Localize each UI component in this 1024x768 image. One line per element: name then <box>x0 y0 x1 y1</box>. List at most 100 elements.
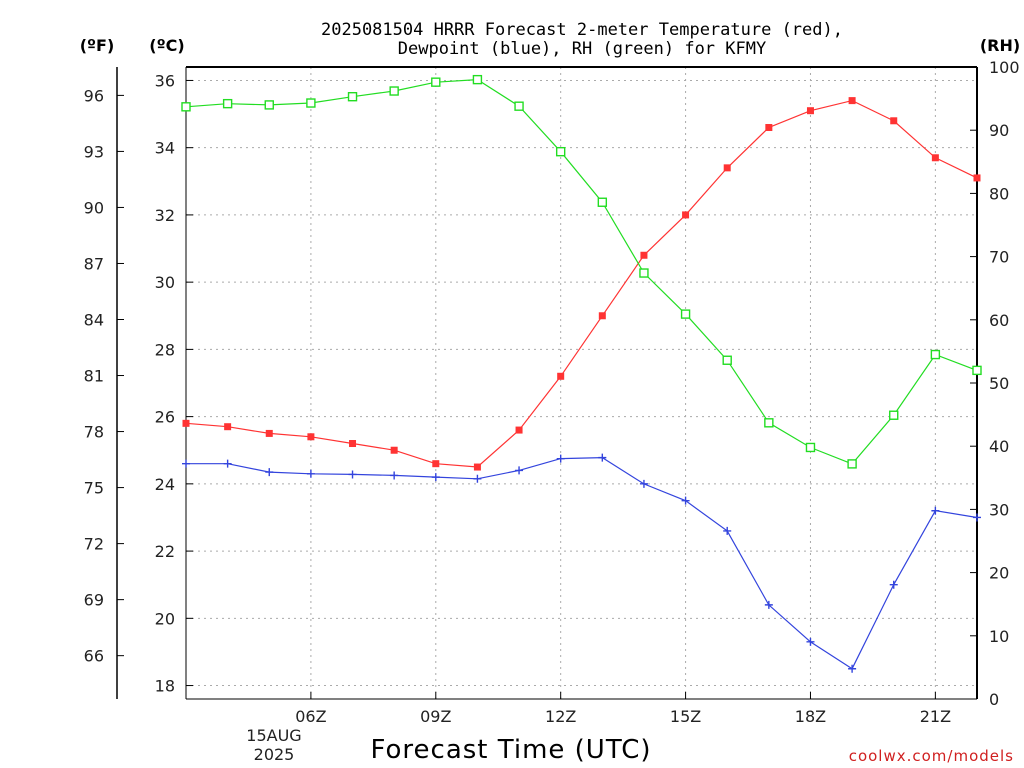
temperature-point <box>307 433 315 441</box>
dewpoint-point <box>598 453 607 462</box>
temperature-point <box>349 440 357 448</box>
celsius-tick-label: 22 <box>155 542 175 561</box>
rh-point <box>181 102 191 112</box>
time-tick-label: 18Z <box>795 707 826 726</box>
temperature-point <box>557 372 565 380</box>
time-tick-label: 06Z <box>295 707 326 726</box>
chart-axes: 18 20 22 24 26 28 30 32 34 36 66 69 72 75 78 81 84 87 90 93… <box>84 58 1020 726</box>
chart-title-line-2: Dewpoint (blue), RH (green) for KFMY <box>398 39 766 59</box>
temperature-point <box>723 164 731 172</box>
dewpoint-point <box>431 473 440 482</box>
fahrenheit-tick-label: 72 <box>84 535 104 554</box>
dewpoint-point <box>223 459 232 468</box>
date-label-day: 15AUG <box>246 726 301 745</box>
dewpoint-point <box>182 459 190 468</box>
rh-tick-label: 50 <box>989 374 1009 393</box>
rh-tick-label: 90 <box>989 121 1009 140</box>
temperature-point <box>265 429 273 437</box>
celsius-tick-label: 30 <box>155 273 175 292</box>
dewpoint-point <box>764 600 773 609</box>
rh-point <box>431 77 441 87</box>
celsius-tick-label: 20 <box>155 609 175 628</box>
rh-point <box>347 92 358 102</box>
rh-tick-label: 40 <box>989 437 1009 456</box>
dewpoint-point <box>973 513 981 522</box>
dewpoint-point <box>473 474 482 483</box>
time-tick-label: 21Z <box>920 707 951 726</box>
dewpoint-point <box>889 580 898 589</box>
dewpoint-point <box>723 526 732 535</box>
celsius-unit-label: (ºC) <box>149 36 184 55</box>
dewpoint-point <box>265 468 274 477</box>
data-series <box>181 74 982 673</box>
fahrenheit-tick-label: 78 <box>84 423 104 442</box>
temperature-point <box>931 154 939 162</box>
temperature-point <box>848 97 856 105</box>
temperature-point <box>182 419 190 427</box>
rh-line <box>185 78 978 465</box>
rh-point <box>264 100 274 110</box>
fahrenheit-tick-label: 96 <box>84 86 104 105</box>
rh-tick-label: 60 <box>989 311 1009 330</box>
fahrenheit-tick-label: 93 <box>84 142 104 161</box>
celsius-tick-label: 34 <box>155 139 175 158</box>
time-tick-label: 12Z <box>545 707 576 726</box>
rh-point <box>972 365 982 376</box>
rh-point <box>555 146 566 157</box>
time-tick-label: 15Z <box>670 707 701 726</box>
fahrenheit-tick-label: 69 <box>84 591 104 610</box>
temperature-point <box>973 174 981 182</box>
rh-point <box>722 355 732 365</box>
temperature-point <box>515 426 523 434</box>
dewpoint-point <box>806 637 815 646</box>
temperature-point <box>640 251 648 259</box>
fahrenheit-tick-label: 84 <box>84 311 104 330</box>
fahrenheit-tick-label: 81 <box>84 367 104 386</box>
dewpoint-point <box>681 496 690 505</box>
rh-tick-label: 100 <box>989 58 1020 77</box>
celsius-tick-label: 26 <box>155 408 175 427</box>
fahrenheit-tick-label: 90 <box>84 198 104 217</box>
dewpoint-point <box>639 479 648 488</box>
chart-title-line-1: 2025081504 HRRR Forecast 2-meter Tempera… <box>321 20 843 40</box>
dewpoint-point <box>390 471 399 480</box>
temperature-point <box>224 423 232 431</box>
dewpoint-point <box>515 466 524 475</box>
rh-point <box>889 410 899 420</box>
temperature-point <box>432 460 440 468</box>
rh-point <box>764 418 774 428</box>
rh-point <box>680 309 691 319</box>
fahrenheit-tick-label: 75 <box>84 479 104 498</box>
rh-point <box>389 86 399 96</box>
rh-point <box>639 268 649 278</box>
rh-tick-label: 30 <box>989 500 1009 519</box>
temperature-point <box>890 117 898 125</box>
celsius-tick-label: 28 <box>155 340 175 359</box>
dewpoint-point <box>306 469 315 478</box>
dewpoint-point <box>848 664 857 673</box>
temperature-point <box>473 463 481 471</box>
rh-point <box>805 442 816 453</box>
dewpoint-point <box>931 506 940 515</box>
temperature-point <box>806 107 814 115</box>
x-axis-label: Forecast Time (UTC) <box>370 735 651 765</box>
temperature-line <box>185 99 978 468</box>
rh-tick-label: 70 <box>989 248 1009 267</box>
rh-unit-label: (RH) <box>980 36 1020 55</box>
celsius-tick-label: 24 <box>155 475 175 494</box>
temperature-point <box>765 124 773 132</box>
temperature-point <box>682 211 690 219</box>
rh-tick-label: 0 <box>989 690 999 709</box>
fahrenheit-unit-label: (ºF) <box>80 36 115 55</box>
rh-point <box>222 98 233 109</box>
dewpoint-line <box>186 456 978 670</box>
temperature-series <box>182 97 981 471</box>
celsius-tick-label: 36 <box>155 71 175 90</box>
date-label-year: 2025 <box>254 745 295 764</box>
rh-tick-label: 10 <box>989 627 1009 646</box>
rh-point <box>306 98 316 108</box>
fahrenheit-tick-label: 87 <box>84 254 104 273</box>
fahrenheit-tick-label: 66 <box>84 647 104 666</box>
dewpoint-point <box>348 470 357 479</box>
